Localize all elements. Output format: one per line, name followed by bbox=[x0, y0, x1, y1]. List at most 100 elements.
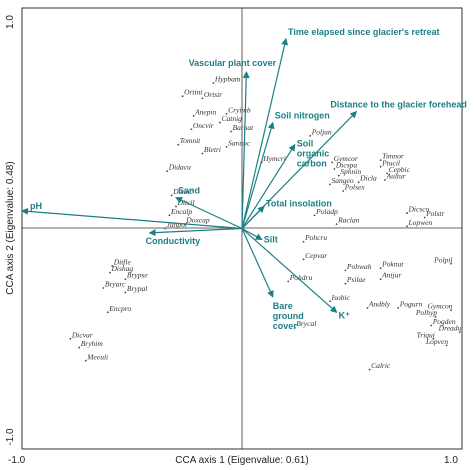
species-label-dicla: Dicla bbox=[359, 174, 377, 183]
species-point-isobic bbox=[329, 300, 331, 303]
species-point-dicspa bbox=[333, 168, 336, 170]
species-label-dicsco: Dicsco bbox=[408, 205, 430, 214]
species-point-sanunc bbox=[225, 146, 228, 148]
species-point-andbly bbox=[366, 306, 369, 309]
species-point-hypbam bbox=[212, 82, 215, 84]
y-tick-min: -1.0 bbox=[5, 428, 16, 446]
species-label-antjur: Antjur bbox=[381, 271, 401, 280]
species-point-junpol bbox=[164, 227, 166, 230]
species-point-polhyp bbox=[434, 315, 437, 318]
species-label-psilae: Psilae bbox=[346, 275, 366, 284]
vector-label-soil-nitrogen: Soil nitrogen bbox=[275, 111, 330, 121]
species-point-disinc bbox=[170, 194, 173, 197]
species-point-dicvar bbox=[69, 337, 72, 340]
species-label-gymcon: Gymcon bbox=[428, 302, 453, 311]
species-point-tomnit bbox=[177, 143, 180, 146]
species-point-polsex bbox=[342, 190, 345, 192]
species-label-gymcor: Gymcor bbox=[334, 154, 358, 163]
species-label-dicvar: Dicvar bbox=[71, 330, 93, 339]
species-label-sanunc: Sanunc bbox=[228, 138, 251, 147]
x-tick-max: 1.0 bbox=[444, 455, 458, 466]
species-point-timnor bbox=[379, 159, 382, 162]
species-label-encalp: Encalp bbox=[170, 207, 192, 216]
species-point-pogden bbox=[430, 324, 433, 327]
species-label-dicspa: Dicspa bbox=[335, 160, 357, 169]
species-label-poknut: Poknut bbox=[381, 260, 404, 269]
species-label-hymcri: Hymcri bbox=[262, 154, 286, 163]
species-label-lopwen: Lopwen bbox=[408, 218, 433, 227]
species-label-bryhim: Bryhim bbox=[81, 339, 104, 348]
vector-label-silt: Silt bbox=[264, 235, 278, 245]
species-point-sangeo bbox=[329, 183, 331, 186]
species-point-anepin bbox=[192, 115, 195, 117]
species-point-polpil bbox=[450, 262, 452, 265]
species-point-encalp bbox=[168, 214, 171, 217]
species-point-lopwen bbox=[406, 225, 408, 228]
species-label-brycal: Brycal bbox=[296, 319, 316, 328]
species-label-bryarc: Bryarc bbox=[105, 280, 126, 289]
species-label-junpol: Junpol bbox=[167, 220, 187, 229]
species-point-ditcil bbox=[175, 205, 177, 208]
species-label-polsex: Polsex bbox=[344, 183, 366, 192]
species-label-ptucil: Ptucil bbox=[381, 158, 400, 167]
species-points: Hypbam Ortint Ortstr Cryimb Anepin Catnig Oncv… bbox=[69, 74, 462, 371]
species-point-barhat bbox=[230, 130, 232, 133]
species-label-cepbic: Cepbic bbox=[389, 165, 411, 174]
species-point-poladp bbox=[313, 214, 316, 217]
species-point-cepbic bbox=[386, 172, 389, 175]
species-point-aultur bbox=[384, 179, 386, 181]
vector-arrow-bare-ground-cover bbox=[241, 228, 274, 298]
species-point-meeuli bbox=[84, 359, 87, 362]
vector-label-sand: Sand bbox=[178, 186, 200, 196]
species-point-dicsco bbox=[406, 212, 408, 214]
species-point-lopven bbox=[445, 344, 448, 347]
species-point-pohdru bbox=[287, 280, 290, 283]
species-label-poljun: Poljun bbox=[311, 127, 332, 136]
species-point-pohcru bbox=[302, 240, 305, 243]
vector-arrow-ph bbox=[21, 207, 243, 230]
species-point-ortint bbox=[181, 95, 184, 98]
species-point-dicla bbox=[357, 181, 360, 184]
species-point-triqui bbox=[432, 337, 435, 340]
vector-label-k: K⁺ bbox=[339, 310, 350, 320]
species-label-oncvir: Oncvir bbox=[193, 121, 214, 130]
species-label-sphnin: Sphnin bbox=[340, 167, 361, 176]
species-label-lopven: Lopven bbox=[425, 337, 448, 346]
vector-label-bare-ground-cover: Bare ground cover bbox=[273, 301, 304, 331]
species-point-bryhim bbox=[78, 346, 81, 349]
vector-label-conductivity: Conductivity bbox=[146, 236, 201, 246]
species-label-meeuli: Meeuli bbox=[86, 352, 108, 361]
species-point-pogurn bbox=[397, 306, 400, 309]
species-label-cryimb: Cryimb bbox=[228, 105, 251, 114]
species-point-antjur bbox=[379, 278, 382, 281]
species-point-ptucil bbox=[379, 165, 382, 168]
vector-arrow-vascular-plant-cover bbox=[241, 70, 250, 229]
species-point-cepvar bbox=[302, 258, 305, 261]
species-label-cepvar: Cepvar bbox=[305, 251, 327, 260]
vector-arrow-total-insolation bbox=[241, 205, 265, 229]
species-label-anepin: Anepin bbox=[194, 108, 216, 117]
species-point-cryimb bbox=[225, 112, 228, 115]
species-point-poljun bbox=[309, 134, 312, 137]
vector-arrow-time-elapsed-since-glacier-s-retreat bbox=[241, 37, 289, 229]
species-label-dishag: Dishag bbox=[111, 264, 134, 273]
vector-label-time-elapsed-since-glacier-s-retreat: Time elapsed since glacier's retreat bbox=[288, 27, 440, 37]
vector-arrow-soil-organic-carbon bbox=[241, 143, 296, 229]
species-label-dreadu: Dreadu bbox=[438, 324, 462, 333]
species-point-poknut bbox=[379, 267, 382, 270]
species-label-doxcap: Doxcap bbox=[185, 216, 210, 225]
species-point-pohwah bbox=[344, 269, 347, 272]
species-label-ortstr: Ortstr bbox=[204, 90, 222, 99]
species-point-gymcon bbox=[450, 309, 452, 311]
species-label-disinc: Disinc bbox=[172, 187, 193, 196]
environmental-vectors: Time elapsed since glacier's retreat Vasc… bbox=[21, 27, 467, 331]
species-point-catnig bbox=[219, 121, 221, 124]
species-label-polstr: Polstr bbox=[425, 209, 444, 218]
y-axis-label: CCA axis 2 (Eigenvalue: 0.48) bbox=[5, 161, 16, 294]
species-label-andbly: Andbly bbox=[368, 299, 391, 308]
species-label-ortint: Ortint bbox=[184, 88, 203, 97]
vector-label-vascular-plant-cover: Vascular plant cover bbox=[189, 58, 277, 68]
vector-arrow-k bbox=[241, 228, 338, 313]
species-point-brycal bbox=[293, 326, 296, 329]
